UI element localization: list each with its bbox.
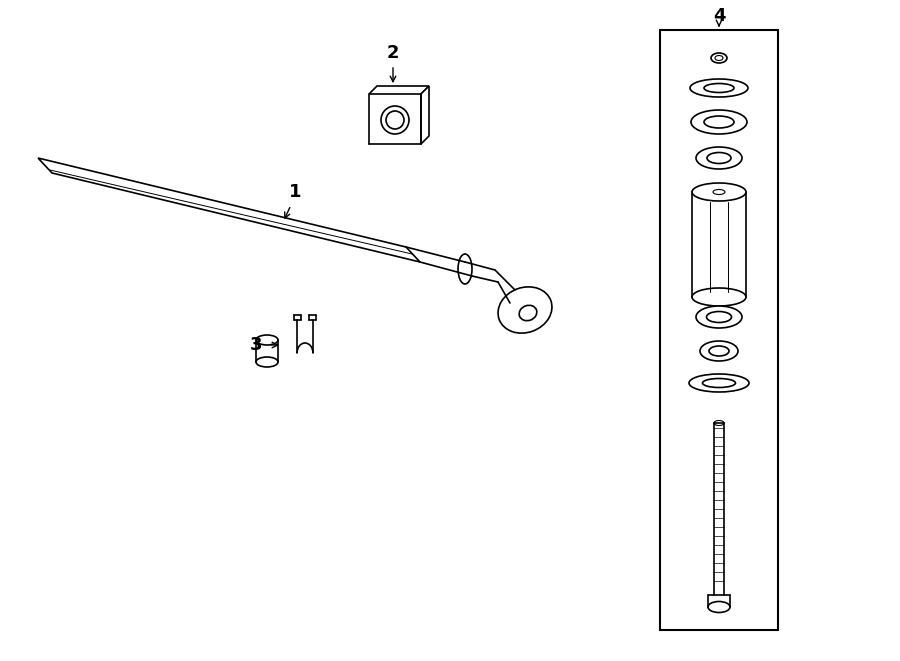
- Ellipse shape: [256, 357, 278, 367]
- Ellipse shape: [692, 288, 746, 306]
- Text: 1: 1: [289, 183, 302, 201]
- Ellipse shape: [381, 106, 409, 134]
- Ellipse shape: [711, 53, 727, 63]
- Text: 3: 3: [250, 336, 262, 354]
- Text: 4: 4: [713, 7, 725, 25]
- Ellipse shape: [700, 341, 738, 361]
- Text: 2: 2: [387, 44, 400, 62]
- Polygon shape: [421, 86, 429, 144]
- Ellipse shape: [713, 190, 725, 194]
- Ellipse shape: [707, 153, 731, 163]
- Bar: [660, 30, 778, 630]
- Ellipse shape: [256, 335, 278, 345]
- Polygon shape: [38, 158, 420, 262]
- Ellipse shape: [715, 56, 723, 61]
- Ellipse shape: [690, 79, 748, 97]
- Ellipse shape: [519, 305, 536, 321]
- Ellipse shape: [709, 346, 729, 356]
- Polygon shape: [369, 86, 429, 94]
- Ellipse shape: [386, 111, 404, 129]
- Ellipse shape: [498, 287, 552, 333]
- Ellipse shape: [692, 183, 746, 201]
- Ellipse shape: [696, 147, 742, 169]
- Ellipse shape: [703, 379, 735, 387]
- Ellipse shape: [706, 311, 732, 323]
- Ellipse shape: [696, 306, 742, 328]
- Ellipse shape: [714, 420, 724, 426]
- Ellipse shape: [704, 116, 734, 128]
- Ellipse shape: [708, 602, 730, 613]
- Ellipse shape: [458, 254, 472, 284]
- Ellipse shape: [704, 83, 734, 93]
- Ellipse shape: [691, 110, 747, 134]
- Ellipse shape: [689, 374, 749, 392]
